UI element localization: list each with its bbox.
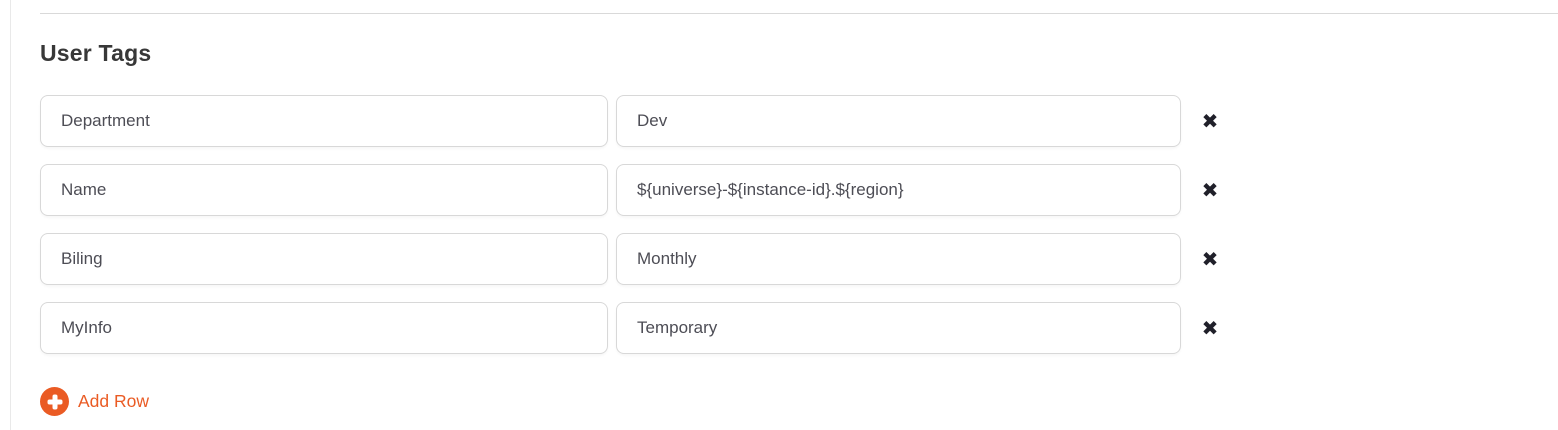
- plus-icon: [40, 387, 69, 416]
- tag-row: ✖: [40, 164, 1223, 216]
- tag-key-input[interactable]: [40, 164, 608, 216]
- close-icon: ✖: [1201, 109, 1219, 133]
- remove-row-button[interactable]: ✖: [1197, 315, 1223, 341]
- tag-key-input[interactable]: [40, 233, 608, 285]
- section-divider: [40, 13, 1558, 14]
- tag-value-input[interactable]: [616, 302, 1181, 354]
- close-icon: ✖: [1201, 316, 1219, 340]
- tag-value-input[interactable]: [616, 164, 1181, 216]
- panel-left-border: [10, 0, 11, 430]
- remove-row-button[interactable]: ✖: [1197, 246, 1223, 272]
- user-tags-section: User Tags ✖ ✖ ✖ ✖ Add Row: [40, 38, 1223, 421]
- section-title: User Tags: [40, 40, 152, 66]
- add-row-label: Add Row: [78, 391, 150, 411]
- remove-row-button[interactable]: ✖: [1197, 177, 1223, 203]
- tag-value-input[interactable]: [616, 233, 1181, 285]
- tag-row: ✖: [40, 233, 1223, 285]
- tag-key-input[interactable]: [40, 95, 608, 147]
- close-icon: ✖: [1201, 247, 1219, 271]
- tag-row: ✖: [40, 95, 1223, 147]
- remove-row-button[interactable]: ✖: [1197, 108, 1223, 134]
- tag-value-input[interactable]: [616, 95, 1181, 147]
- tag-key-input[interactable]: [40, 302, 608, 354]
- tag-row: ✖: [40, 302, 1223, 354]
- add-row-button[interactable]: Add Row: [40, 387, 149, 416]
- close-icon: ✖: [1201, 178, 1219, 202]
